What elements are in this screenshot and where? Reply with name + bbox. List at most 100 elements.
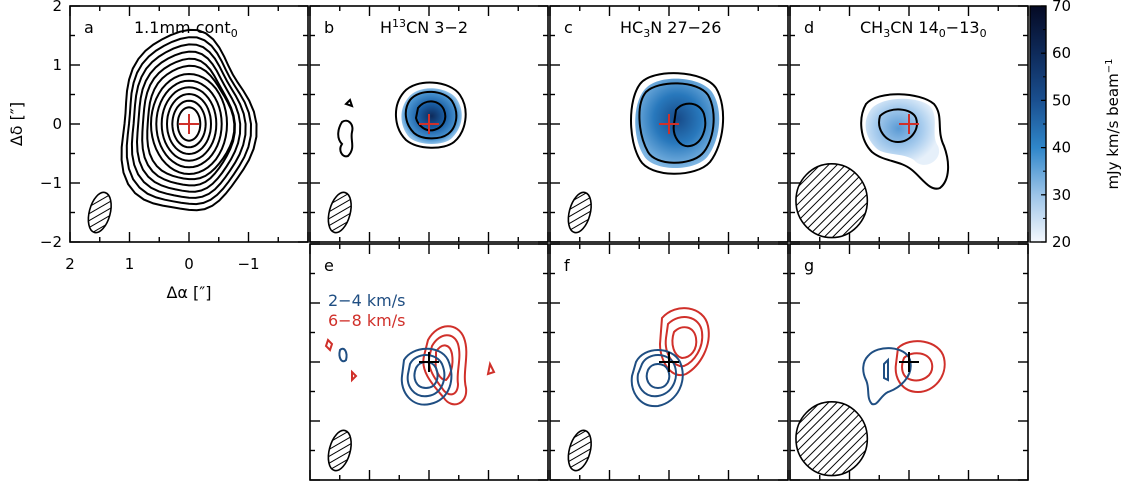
contour-a-7 <box>146 64 236 181</box>
panel-label-f: f <box>564 256 570 275</box>
x-tick-label: −1 <box>237 255 259 273</box>
panel-title-part: 3 <box>643 27 650 40</box>
panel-title-b: H13CN 3−2 <box>380 17 468 37</box>
legend-entry-e: 6−8 km/s <box>328 311 405 330</box>
y-tick-label: 0 <box>52 115 62 133</box>
beam-ellipse-b <box>327 191 352 234</box>
contour-g-blue-1 <box>862 347 912 406</box>
contour-b-3 <box>414 100 447 132</box>
beam-ellipse-c <box>567 191 592 234</box>
contour-c-1 <box>630 72 725 175</box>
contour-a-4 <box>160 86 218 162</box>
colorbar-tick-label: 70 <box>1052 0 1071 15</box>
panel-title-a: 1.1mm cont0 <box>134 18 238 40</box>
contour-f-red-1 <box>658 307 710 377</box>
contour-e-red-1 <box>422 325 468 406</box>
contour-e-blue-2 <box>406 354 446 398</box>
contour-b-speck <box>344 98 354 108</box>
contour-e-blue-speck <box>338 347 348 363</box>
beam-ellipse-f <box>567 429 592 472</box>
contour-f-blue-1 <box>630 349 684 408</box>
panel-label-a: a <box>84 18 94 37</box>
contour-f-red-3 <box>671 326 698 360</box>
x-axis-label: Δα [″] <box>166 283 211 302</box>
panel-g-velocity <box>862 340 946 406</box>
y-tick-label: −2 <box>40 233 62 251</box>
panel-f-velocity <box>630 307 710 408</box>
panel-title-part: N 27−26 <box>650 18 721 37</box>
x-tick-label: 2 <box>65 255 75 273</box>
panel-title-part: CN 14 <box>890 18 939 37</box>
panel-title-part: 0 <box>939 27 946 40</box>
contour-d-2 <box>878 108 918 144</box>
panel-title-part: 3 <box>883 27 890 40</box>
panel-label-g: g <box>804 256 814 275</box>
y-tick-label: 2 <box>52 0 62 15</box>
contour-a-1 <box>176 106 202 142</box>
panel-label-c: c <box>564 18 573 37</box>
contour-d-1 <box>860 93 950 190</box>
contour-c-3 <box>672 102 707 148</box>
contour-e-red-2 <box>428 334 461 396</box>
colorbar-label-sup: −1 <box>1104 59 1115 74</box>
contour-b-2 <box>404 90 458 140</box>
contour-e-red-speck-1 <box>324 338 334 352</box>
legend-entry-e: 2−4 km/s <box>328 291 405 310</box>
panel-b-h13cn <box>337 81 467 158</box>
colorbar-label: mJy km/s beam−1 <box>1104 59 1122 190</box>
contour-g-red-1 <box>894 340 946 394</box>
heatmap-d <box>865 98 940 165</box>
colorbar-tick-label: 20 <box>1052 233 1071 251</box>
contour-f-blue-3 <box>645 363 671 390</box>
y-tick-label: −1 <box>40 174 62 192</box>
contour-e-red-speck-2 <box>351 369 358 383</box>
contour-b-island <box>337 119 354 158</box>
contour-g-red-2 <box>901 352 934 382</box>
contour-g-blue-2 <box>883 357 889 382</box>
contour-a-5 <box>155 79 223 169</box>
contour-a-9 <box>135 50 242 193</box>
beam-ellipse-g <box>795 401 869 477</box>
panel-title-part: CH <box>860 18 883 37</box>
panel-label-e: e <box>324 256 334 275</box>
contour-a-12 <box>120 28 258 212</box>
colorbar-tick-label: 50 <box>1052 91 1071 109</box>
panel-label-b: b <box>324 18 334 37</box>
contour-c-2 <box>638 82 715 164</box>
colorbar-tick-label: 40 <box>1052 139 1071 157</box>
x-tick-label: 1 <box>125 255 135 273</box>
panel-title-sub-a: 0 <box>231 27 238 40</box>
panel-title-part: −13 <box>946 18 980 37</box>
beam-ellipse-a <box>87 191 112 234</box>
y-tick-label: 1 <box>52 56 62 74</box>
y-axis-label: Δδ [″] <box>7 102 26 146</box>
panel-title-c: HC3N 27−26 <box>620 18 721 40</box>
contour-a-2 <box>171 99 207 149</box>
contour-e-red-speck-3 <box>486 360 496 376</box>
panel-label-d: d <box>804 18 814 37</box>
contour-a-6 <box>149 72 229 176</box>
heatmap-b <box>401 88 462 144</box>
panel-d-ch3cn <box>860 93 950 190</box>
contour-b-1 <box>395 81 467 149</box>
contour-f-blue-2 <box>636 354 677 398</box>
panel-title-part: H <box>380 18 392 37</box>
contour-e-blue-1 <box>400 347 453 406</box>
contour-a-3 <box>165 92 213 156</box>
contour-a-10 <box>130 43 247 199</box>
colorbar-tick-label: 30 <box>1052 186 1071 204</box>
beam-ellipse-e <box>327 429 352 472</box>
panel-title-d: CH3CN 140−130 <box>860 18 987 40</box>
panel-e-velocity <box>324 325 496 406</box>
beam-ellipse-d <box>795 163 869 239</box>
panel-title-part: HC <box>620 18 643 37</box>
colorbar-tick-label: 60 <box>1052 44 1071 62</box>
panel-title-part: 13 <box>392 17 406 30</box>
contour-a-8 <box>141 57 236 187</box>
panel-title-part: 0 <box>980 27 987 40</box>
panel-a-continuum <box>120 28 258 212</box>
contour-a-11 <box>125 36 253 206</box>
panel-title-part: CN 3−2 <box>406 18 468 37</box>
x-tick-label: 0 <box>184 255 194 273</box>
